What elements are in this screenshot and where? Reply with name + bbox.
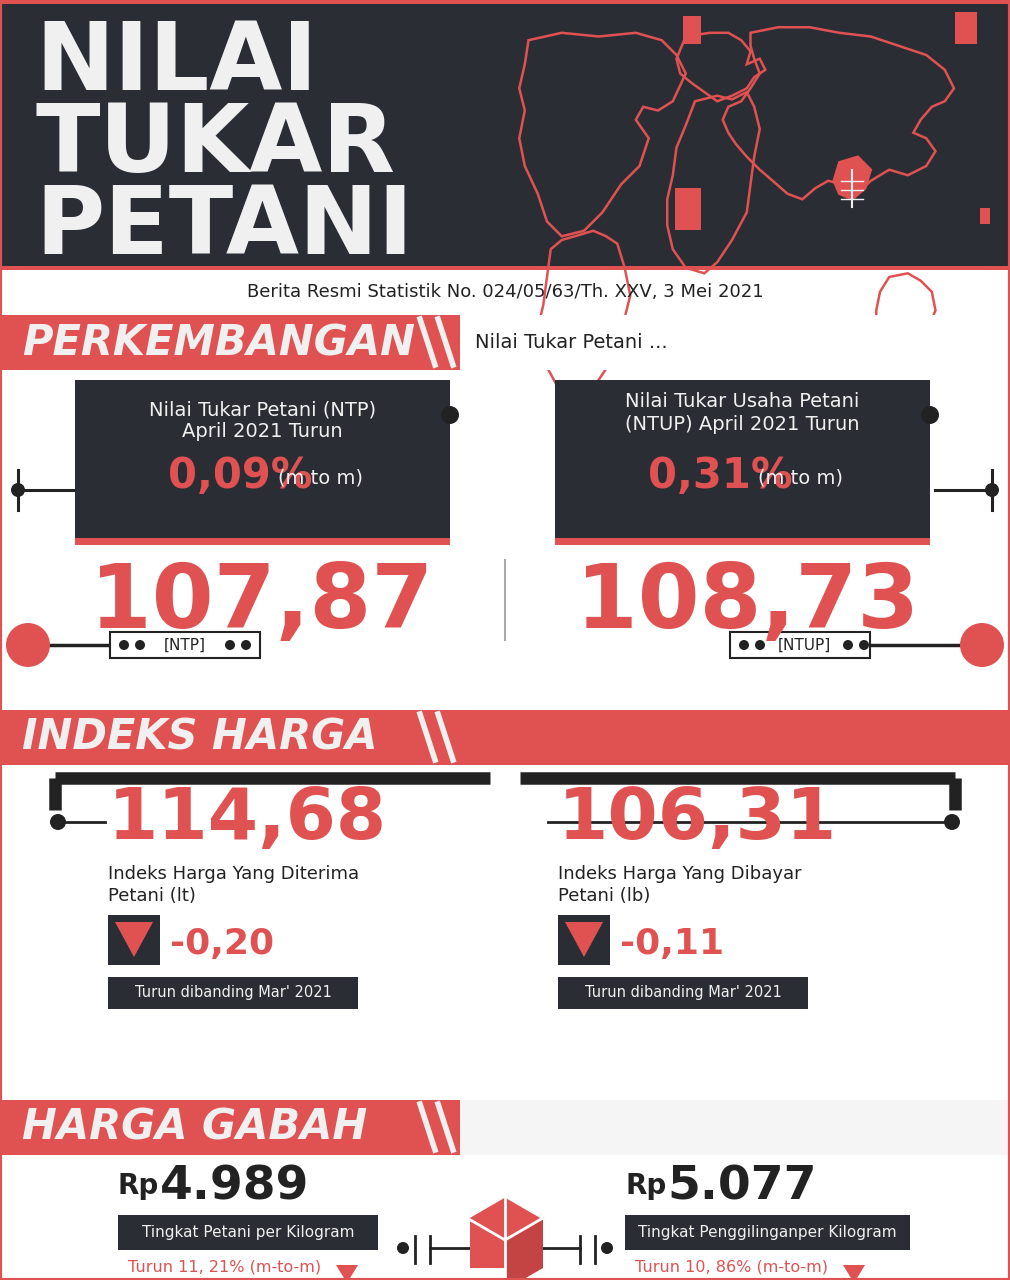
Polygon shape [115, 922, 153, 957]
Text: Turun 10, 86% (m-to-m): Turun 10, 86% (m-to-m) [635, 1260, 828, 1275]
Circle shape [119, 640, 129, 650]
Circle shape [225, 640, 235, 650]
Text: -0,11: -0,11 [620, 927, 724, 961]
Circle shape [11, 483, 25, 497]
Bar [460, 315, 1010, 370]
Text: PERKEMBANGAN: PERKEMBANGAN [22, 323, 415, 364]
Bar [0, 370, 1010, 705]
Text: (m to m): (m to m) [278, 468, 363, 486]
Bar [0, 270, 1010, 315]
Circle shape [50, 814, 66, 829]
Bar [460, 1100, 1010, 1155]
Bar [75, 380, 450, 545]
Polygon shape [505, 1219, 543, 1280]
Circle shape [843, 640, 853, 650]
Text: 5.077: 5.077 [667, 1165, 816, 1210]
Text: 106,31: 106,31 [558, 785, 837, 854]
Text: Turun dibanding Mar' 2021: Turun dibanding Mar' 2021 [134, 986, 331, 1001]
Text: Turun 11, 21% (m-to-m): Turun 11, 21% (m-to-m) [128, 1260, 321, 1275]
Bar [108, 977, 358, 1009]
Bar [955, 12, 977, 44]
Text: (NTUP) April 2021 Turun: (NTUP) April 2021 Turun [625, 415, 860, 434]
Circle shape [739, 640, 749, 650]
Text: Petani (lt): Petani (lt) [108, 887, 196, 905]
Text: -0,20: -0,20 [170, 927, 274, 961]
Text: Tingkat Petani per Kilogram: Tingkat Petani per Kilogram [141, 1225, 355, 1239]
Bar [0, 1100, 1010, 1155]
Bar [556, 380, 930, 545]
Bar [980, 207, 990, 224]
Circle shape [944, 814, 959, 829]
Text: April 2021 Turun: April 2021 Turun [182, 422, 342, 442]
Text: Berita Resmi Statistik No. 024/05/63/Th. XXV, 3 Mei 2021: Berita Resmi Statistik No. 024/05/63/Th.… [246, 283, 764, 301]
Bar [0, 315, 1010, 370]
Text: HARGA GABAH: HARGA GABAH [22, 1107, 368, 1149]
Text: [NTP]: [NTP] [164, 637, 206, 653]
Polygon shape [843, 1265, 865, 1280]
Text: Turun dibanding Mar' 2021: Turun dibanding Mar' 2021 [585, 986, 782, 1001]
Text: Rp: Rp [625, 1172, 667, 1201]
Bar [75, 538, 450, 545]
Text: Indeks Harga Yang Dibayar: Indeks Harga Yang Dibayar [558, 865, 802, 883]
Text: Nilai Tukar Usaha Petani: Nilai Tukar Usaha Petani [625, 392, 860, 411]
Text: Tingkat Penggilinganper Kilogram: Tingkat Penggilinganper Kilogram [637, 1225, 896, 1239]
Polygon shape [336, 1265, 358, 1280]
Text: 114,68: 114,68 [108, 785, 387, 854]
Bar [0, 0, 1010, 270]
Text: NILAI: NILAI [35, 18, 317, 110]
Text: 0,09%: 0,09% [169, 454, 313, 497]
Bar [0, 765, 1010, 1094]
Bar [730, 632, 870, 658]
Text: 107,87: 107,87 [90, 561, 433, 646]
Bar [110, 632, 260, 658]
Bar [625, 1215, 910, 1251]
Polygon shape [565, 922, 603, 957]
Text: Rp: Rp [118, 1172, 160, 1201]
Circle shape [960, 623, 1004, 667]
Circle shape [6, 623, 51, 667]
Bar [556, 538, 930, 545]
Bar [108, 915, 160, 965]
Circle shape [755, 640, 765, 650]
Circle shape [601, 1242, 613, 1254]
Bar [470, 1219, 540, 1268]
Text: TUKAR: TUKAR [35, 100, 395, 192]
Text: Nilai Tukar Petani ...: Nilai Tukar Petani ... [475, 334, 668, 352]
Bar [0, 0, 1010, 4]
Text: INDEKS HARGA: INDEKS HARGA [22, 717, 378, 759]
Text: [NTUP]: [NTUP] [778, 637, 830, 653]
Circle shape [921, 406, 939, 424]
Bar [0, 710, 1010, 765]
Text: PETANI: PETANI [35, 182, 413, 274]
Circle shape [135, 640, 145, 650]
Circle shape [985, 483, 999, 497]
Bar [683, 15, 701, 44]
Bar [675, 188, 701, 230]
Bar [558, 915, 610, 965]
Bar [0, 1155, 1010, 1280]
Polygon shape [833, 156, 871, 200]
Bar [118, 1215, 378, 1251]
Text: Petani (lb): Petani (lb) [558, 887, 650, 905]
Text: 108,73: 108,73 [577, 561, 919, 646]
Text: Nilai Tukar Petani (NTP): Nilai Tukar Petani (NTP) [148, 399, 376, 419]
Circle shape [441, 406, 459, 424]
Bar [558, 977, 808, 1009]
Circle shape [241, 640, 251, 650]
Text: 4.989: 4.989 [160, 1165, 309, 1210]
Text: (m to m): (m to m) [758, 468, 843, 486]
Text: Indeks Harga Yang Diterima: Indeks Harga Yang Diterima [108, 865, 360, 883]
Text: 0,31%: 0,31% [648, 454, 793, 497]
Bar [0, 266, 1010, 270]
Polygon shape [467, 1196, 543, 1240]
Circle shape [397, 1242, 409, 1254]
Circle shape [858, 640, 869, 650]
